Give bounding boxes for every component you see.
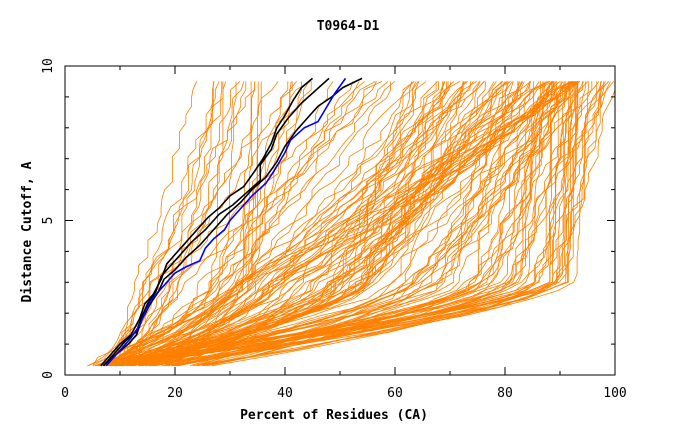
model-curve [192,81,578,367]
model-curve [175,81,553,367]
model-curve [112,81,580,367]
model-curve [99,81,252,367]
model-curve [152,81,525,367]
model-curve [166,81,551,367]
model-curve [142,81,446,367]
x-tick-label: 20 [167,386,183,401]
model-curve [108,81,531,367]
model-curve [139,81,564,367]
model-curve [114,81,505,367]
model-curve [92,81,392,367]
model-curve [141,81,460,367]
model-curve [138,81,507,367]
model-curve [152,81,519,367]
model-curve [122,81,583,367]
model-curve [122,81,574,367]
chart-title: T0964-D1 [317,19,380,34]
model-curve [211,81,604,367]
model-curve [126,81,600,367]
model-curve [111,81,376,366]
model-curve [124,81,279,366]
model-curve [105,81,485,367]
x-tick-label: 60 [387,386,403,401]
model-curve [117,81,354,367]
highlight-curve-black-1 [100,77,314,367]
model-curve [105,81,610,367]
model-curve [119,81,464,367]
model-curve [160,81,522,367]
model-curve [177,81,534,367]
series-layer [87,77,616,367]
model-curve [118,81,574,367]
model-curve [110,81,366,366]
model-curve [102,81,224,367]
model-curve [145,81,576,367]
model-curve [94,81,303,367]
model-curve [102,81,227,367]
model-curve [111,81,415,367]
tick-layer: 0 20 40 60 80 100 0 5 10 [41,58,627,401]
model-curve [112,81,245,366]
y-tick-label: 5 [41,217,56,225]
model-curve [100,81,417,367]
model-curve [126,81,598,367]
model-curve [129,81,415,367]
model-curve [168,81,509,367]
model-curve [155,81,577,367]
model-curve [133,81,495,367]
model-curve [175,81,586,367]
model-curve [115,81,614,367]
highlight-curve-blue [105,77,347,367]
x-tick-label: 80 [497,386,513,401]
model-curve [167,81,589,367]
model-curve [176,81,566,367]
model-curve [108,81,427,367]
model-curve [127,81,223,366]
model-curve [114,81,220,366]
model-curve [206,81,552,367]
model-curve [144,81,485,367]
model-curve [196,81,521,367]
x-axis-label: Percent of Residues (CA) [240,408,428,423]
model-curve [120,81,511,367]
model-curve [152,81,452,367]
x-tick-label: 100 [603,386,626,401]
x-tick-label: 40 [277,386,293,401]
y-tick-label: 0 [41,371,56,379]
model-curve [108,81,198,367]
model-curve [130,81,465,367]
model-curve [92,81,215,366]
model-curve [131,81,557,367]
model-curve [129,81,292,367]
model-curve [138,81,578,367]
model-curve [153,81,579,367]
x-tick-label: 0 [61,386,69,401]
model-curve [138,81,578,367]
model-curve [95,81,480,367]
y-axis-label: Distance Cutoff, A [20,161,35,302]
model-curve [131,81,241,366]
model-curve [100,81,554,367]
model-curve [106,81,523,367]
model-curve [115,81,558,367]
model-curve [120,81,383,366]
model-curve [104,81,395,367]
model-curve [140,81,570,367]
model-curve [123,81,549,367]
highlight-curve-black-2 [102,77,330,367]
model-curve [132,81,581,367]
model-curve [98,81,310,367]
y-tick-label: 10 [41,58,56,74]
model-curve [121,81,455,367]
model-curve [116,81,616,367]
model-curve [134,81,420,367]
model-curve [108,81,472,367]
model-curve [123,81,293,366]
